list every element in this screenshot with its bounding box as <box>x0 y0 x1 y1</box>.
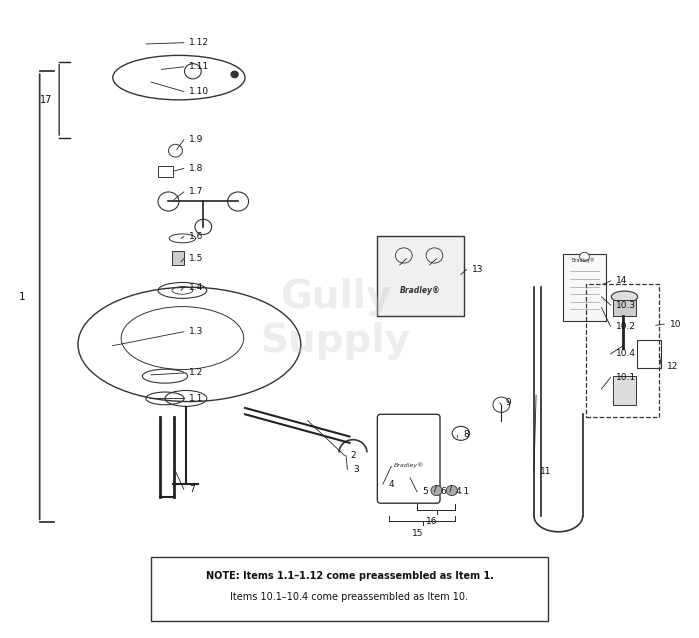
Text: 4: 4 <box>389 480 394 489</box>
Text: 4.1: 4.1 <box>455 487 470 496</box>
FancyBboxPatch shape <box>563 253 606 321</box>
Text: 1.9: 1.9 <box>189 135 203 144</box>
Circle shape <box>446 486 457 496</box>
Text: 1.2: 1.2 <box>189 369 203 378</box>
Ellipse shape <box>612 291 637 302</box>
Text: 10: 10 <box>670 320 682 329</box>
Bar <box>612 300 636 316</box>
Text: Items 10.1–10.4 come preassembled as Item 10.: Items 10.1–10.4 come preassembled as Ite… <box>231 592 468 602</box>
Text: 5: 5 <box>423 487 428 496</box>
Text: 12: 12 <box>667 362 678 371</box>
Text: 10.4: 10.4 <box>616 350 636 359</box>
Text: 2: 2 <box>350 451 356 460</box>
Text: Gully
Supply: Gully Supply <box>261 278 410 360</box>
Text: 1.12: 1.12 <box>189 38 210 47</box>
Text: NOTE: Items 1.1–1.12 come preassembled as Item 1.: NOTE: Items 1.1–1.12 come preassembled a… <box>206 571 493 581</box>
Bar <box>158 166 173 177</box>
Text: 1: 1 <box>19 292 25 302</box>
Text: 8: 8 <box>463 430 469 439</box>
Text: 14: 14 <box>616 276 628 285</box>
Text: 1.3: 1.3 <box>189 327 203 336</box>
Text: 3: 3 <box>353 465 359 474</box>
Text: 1.8: 1.8 <box>189 164 203 173</box>
Text: 13: 13 <box>472 265 484 274</box>
FancyBboxPatch shape <box>151 557 548 621</box>
Text: 1.7: 1.7 <box>189 188 203 197</box>
Text: 6: 6 <box>440 487 446 496</box>
Text: Bradley®: Bradley® <box>401 286 441 295</box>
Text: 9: 9 <box>505 398 511 407</box>
Text: 15: 15 <box>412 529 424 538</box>
FancyBboxPatch shape <box>377 237 464 316</box>
Text: 11: 11 <box>540 467 551 476</box>
Text: 10.2: 10.2 <box>616 322 636 331</box>
Text: 1.1: 1.1 <box>189 394 203 403</box>
Text: 16: 16 <box>426 517 438 526</box>
Text: Bradley®: Bradley® <box>394 463 424 468</box>
Text: 1.11: 1.11 <box>189 63 210 71</box>
Circle shape <box>579 252 589 261</box>
Circle shape <box>431 486 442 496</box>
Text: 1.4: 1.4 <box>189 283 203 292</box>
Text: Bradley®: Bradley® <box>572 257 596 263</box>
Text: 10.3: 10.3 <box>616 300 636 309</box>
Text: 7: 7 <box>189 485 195 494</box>
Circle shape <box>231 71 238 78</box>
Text: 1.10: 1.10 <box>189 87 210 96</box>
Bar <box>172 251 185 265</box>
Text: 17: 17 <box>40 95 52 105</box>
Bar <box>612 376 636 404</box>
Text: 10.1: 10.1 <box>616 373 636 382</box>
Text: 1.6: 1.6 <box>189 232 203 241</box>
Text: 1.5: 1.5 <box>189 254 203 263</box>
